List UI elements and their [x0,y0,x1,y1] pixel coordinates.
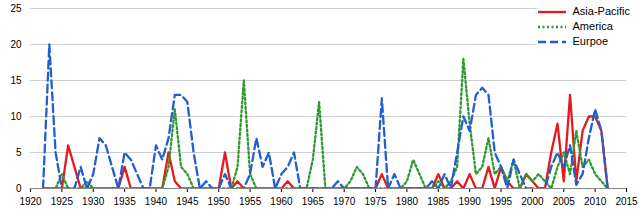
svg-text:1925: 1925 [51,196,74,207]
html-text:Eurpoe: Eurpoe [572,35,608,47]
svg-text:1995: 1995 [490,196,513,207]
svg-text:2010: 2010 [584,196,607,207]
svg-text:15: 15 [10,75,22,86]
svg-text:1935: 1935 [113,196,136,207]
svg-text:1970: 1970 [333,196,356,207]
svg-text:1990: 1990 [459,196,482,207]
svg-text:1985: 1985 [427,196,450,207]
svg-text:1980: 1980 [396,196,419,207]
svg-text:1950: 1950 [208,196,231,207]
svg-text:1965: 1965 [302,196,325,207]
svg-text:1930: 1930 [82,196,105,207]
svg-text:1920: 1920 [19,196,42,207]
svg-text:1955: 1955 [239,196,262,207]
svg-text:5: 5 [16,147,22,158]
svg-text:1940: 1940 [145,196,168,207]
svg-text:1975: 1975 [364,196,387,207]
svg-text:2005: 2005 [553,196,576,207]
svg-text:0: 0 [16,183,22,194]
html-text:Asia-Pacific: Asia-Pacific [572,5,630,17]
svg-text:25: 25 [10,3,22,14]
svg-text:2015: 2015 [615,196,638,207]
svg-text:1945: 1945 [176,196,199,207]
html-text:America: America [572,20,613,32]
svg-text:10: 10 [10,111,22,122]
svg-text:20: 20 [10,39,22,50]
svg-text:2000: 2000 [521,196,544,207]
svg-text:1960: 1960 [270,196,293,207]
